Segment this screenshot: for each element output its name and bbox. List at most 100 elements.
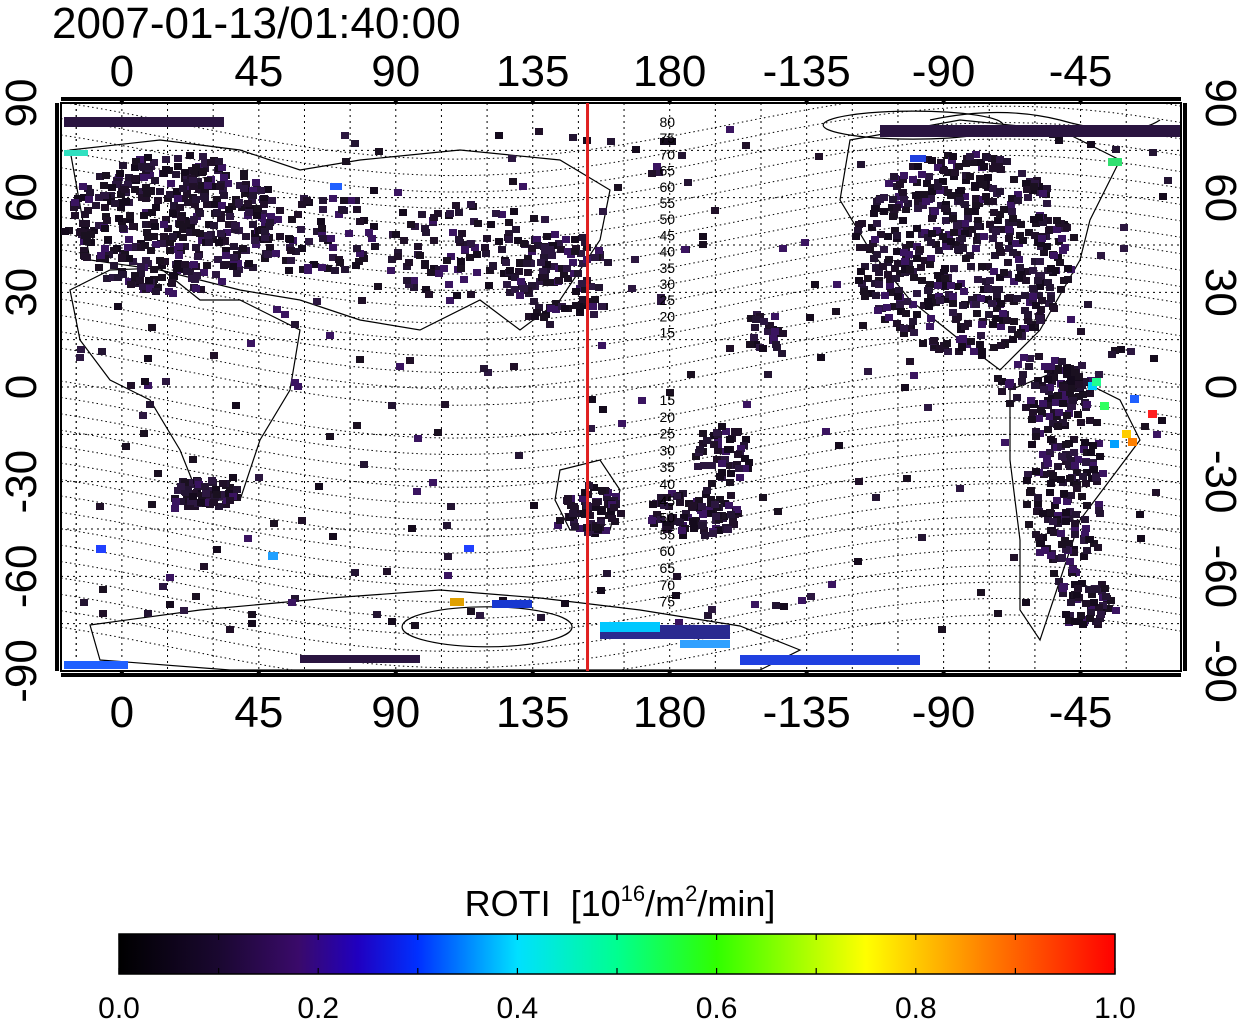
roti-pixel <box>405 281 413 288</box>
roti-pixel <box>207 159 215 166</box>
roti-pixel <box>885 256 893 263</box>
roti-pixel <box>764 328 772 335</box>
roti-pixel <box>997 249 1005 256</box>
roti-pixel <box>159 583 167 590</box>
roti-pixel <box>1028 441 1036 448</box>
roti-pixel <box>888 204 896 211</box>
roti-pixel <box>1098 581 1106 588</box>
roti-pixel <box>657 298 665 305</box>
roti-pixel <box>102 172 110 179</box>
roti-pixel <box>418 211 426 218</box>
roti-pixel <box>365 229 373 236</box>
roti-pixel <box>434 429 442 436</box>
roti-pixel <box>208 477 216 484</box>
roti-pixel <box>219 491 227 498</box>
roti-pixel <box>1078 362 1086 369</box>
roti-pixel <box>403 263 411 270</box>
roti-pixel <box>244 535 252 542</box>
roti-pixel <box>1067 492 1075 499</box>
roti-pixel <box>997 300 1005 307</box>
roti-pixel <box>189 493 197 500</box>
roti-pixel <box>703 437 711 444</box>
roti-pixel <box>1099 470 1107 477</box>
roti-pixel <box>869 240 877 247</box>
roti-pixel <box>258 214 266 221</box>
roti-pixel <box>249 221 257 228</box>
roti-pixel <box>226 213 234 220</box>
roti-pixel <box>861 293 869 300</box>
roti-pixel <box>233 486 241 493</box>
roti-pixel <box>928 215 936 222</box>
roti-pixel <box>989 198 997 205</box>
roti-pixel <box>951 169 959 176</box>
roti-pixel <box>510 363 518 370</box>
roti-pixel <box>1062 509 1070 516</box>
roti-pixel <box>750 334 758 341</box>
roti-pixel <box>110 247 118 254</box>
roti-pixel <box>537 259 545 266</box>
roti-pixel <box>183 179 191 186</box>
roti-pixel <box>195 481 203 488</box>
roti-pixel <box>927 195 935 202</box>
roti-pixel <box>772 341 780 348</box>
roti-pixel <box>495 132 503 139</box>
roti-pixel <box>1108 351 1116 358</box>
roti-pixel <box>934 272 942 279</box>
lat-label-right: -60 <box>1196 545 1240 609</box>
roti-pixel <box>1088 603 1096 610</box>
roti-pixel <box>1150 355 1158 362</box>
roti-pixel <box>1047 295 1055 302</box>
roti-pixel <box>127 382 135 389</box>
roti-pixel <box>1062 518 1070 525</box>
roti-pixel <box>560 271 568 278</box>
roti-pixel <box>172 171 180 178</box>
roti-pixel <box>941 275 949 282</box>
roti-pixel <box>515 268 523 275</box>
roti-pixel <box>1092 586 1100 593</box>
roti-pixel <box>1048 395 1056 402</box>
roti-pixel <box>474 220 482 227</box>
roti-pixel <box>444 553 452 560</box>
roti-pixel <box>959 302 967 309</box>
roti-pixel <box>1035 292 1043 299</box>
roti-band <box>64 150 88 156</box>
roti-pixel <box>1049 472 1057 479</box>
roti-pixel <box>610 504 618 511</box>
roti-pixel <box>291 321 299 328</box>
roti-pixel <box>896 181 904 188</box>
roti-pixel <box>863 244 871 251</box>
roti-pixel <box>1017 221 1025 228</box>
roti-pixel <box>126 216 134 223</box>
contour-label: 15 <box>660 392 676 408</box>
roti-pixel <box>1066 391 1074 398</box>
roti-pixel <box>927 315 935 322</box>
roti-pixel <box>335 211 343 218</box>
roti-pixel <box>991 252 999 259</box>
contour-line <box>61 171 1181 242</box>
roti-pixel <box>1075 618 1083 625</box>
roti-pixel <box>181 169 189 176</box>
roti-pixel <box>901 384 909 391</box>
contour-line <box>61 515 1181 587</box>
roti-pixel <box>711 207 719 214</box>
roti-pixel <box>246 205 254 212</box>
roti-pixel <box>1050 305 1058 312</box>
roti-pixel <box>1120 224 1128 231</box>
roti-pixel <box>954 246 962 253</box>
roti-pixel <box>1080 553 1088 560</box>
contour-line <box>61 499 1181 570</box>
roti-pixel <box>168 279 176 286</box>
roti-pixel <box>962 177 970 184</box>
roti-pixel <box>285 267 293 274</box>
roti-pixel <box>1094 544 1102 551</box>
roti-pixel <box>1049 374 1057 381</box>
roti-pixel <box>666 389 674 396</box>
roti-pixel <box>682 510 690 517</box>
roti-pixel <box>668 138 676 145</box>
roti-pixel <box>1081 516 1089 523</box>
roti-pixel <box>1020 354 1028 361</box>
roti-pixel <box>1101 585 1109 592</box>
roti-pixel <box>429 479 437 486</box>
roti-pixel <box>460 276 468 283</box>
roti-pixel <box>1063 224 1071 231</box>
